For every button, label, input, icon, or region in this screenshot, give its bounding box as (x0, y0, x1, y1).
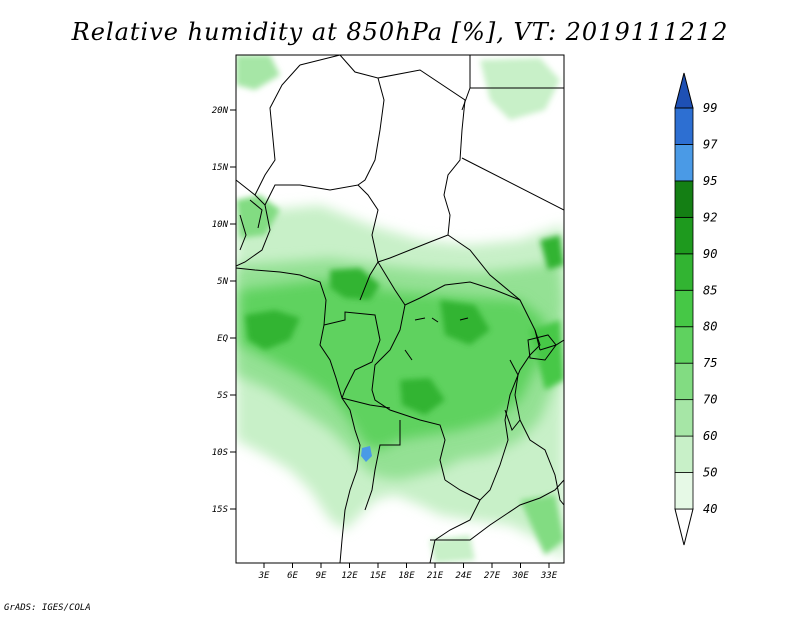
lat-label: 10N (212, 220, 229, 230)
colorbar-segment (674, 326, 694, 364)
lat-label: 5N (217, 277, 228, 287)
colorbar-label: 95 (703, 174, 717, 188)
grads-credit: GrADS: IGES/COLA (4, 603, 91, 613)
colorbar-segment (674, 144, 694, 182)
lon-label: 27E (484, 571, 501, 581)
colorbar-segment (674, 508, 694, 546)
colorbar-segment (674, 435, 694, 473)
colorbar-segment (674, 216, 694, 255)
colorbar-label: 60 (703, 429, 717, 443)
lat-label: 10S (212, 448, 229, 458)
colorbar-segment (674, 107, 694, 145)
colorbar-label: 70 (703, 393, 717, 407)
colorbar-segment (674, 180, 694, 218)
humidity-97-area (361, 446, 372, 462)
country-borders (236, 55, 564, 563)
colorbar-label: 92 (703, 210, 717, 224)
colorbar-segment (674, 472, 694, 510)
lon-label: 12E (341, 571, 358, 581)
lon-label: 18E (398, 571, 415, 581)
latitude-axis: 20N 15N 10N 5N EQ 5S 10S 15S (212, 106, 236, 515)
lat-label: 15S (212, 505, 229, 515)
lon-label: 33E (540, 571, 558, 581)
map-title: Relative humidity at 850hPa [%], VT: 201… (71, 18, 729, 46)
lon-label: 30E (511, 571, 529, 581)
colorbar-label: 75 (703, 356, 717, 370)
colorbar-label: 40 (703, 502, 717, 516)
lon-label: 3E (258, 571, 270, 581)
lat-label: 15N (212, 163, 229, 173)
colorbar-label: 99 (703, 101, 717, 115)
colorbar-segment (674, 362, 694, 401)
colorbar-label: 90 (703, 247, 717, 261)
colorbar-label: 80 (703, 320, 717, 334)
lon-label: 24E (455, 571, 472, 581)
colorbar: 40 50 60 70 75 80 85 90 92 95 97 99 (674, 72, 718, 546)
lon-label: 21E (427, 571, 444, 581)
colorbar-segment (674, 253, 694, 291)
map-frame (235, 54, 565, 564)
colorbar-label: 50 (703, 466, 717, 480)
lat-label: 20N (212, 106, 229, 116)
lat-label: EQ (217, 334, 228, 344)
lon-label: 6E (287, 571, 298, 581)
lon-label: 9E (316, 571, 327, 581)
colorbar-segment (674, 399, 694, 437)
longitude-axis: 3E 6E 9E 12E 15E 18E 21E 24E 27E 30E 33E (258, 563, 558, 581)
lon-label: 15E (370, 571, 387, 581)
colorbar-label: 85 (703, 283, 717, 297)
colorbar-label: 97 (703, 137, 718, 151)
lat-label: 5S (217, 391, 228, 401)
humidity-90-area (245, 310, 300, 350)
colorbar-segment (674, 72, 694, 109)
humidity-shading (236, 55, 564, 563)
colorbar-segment (674, 289, 694, 328)
